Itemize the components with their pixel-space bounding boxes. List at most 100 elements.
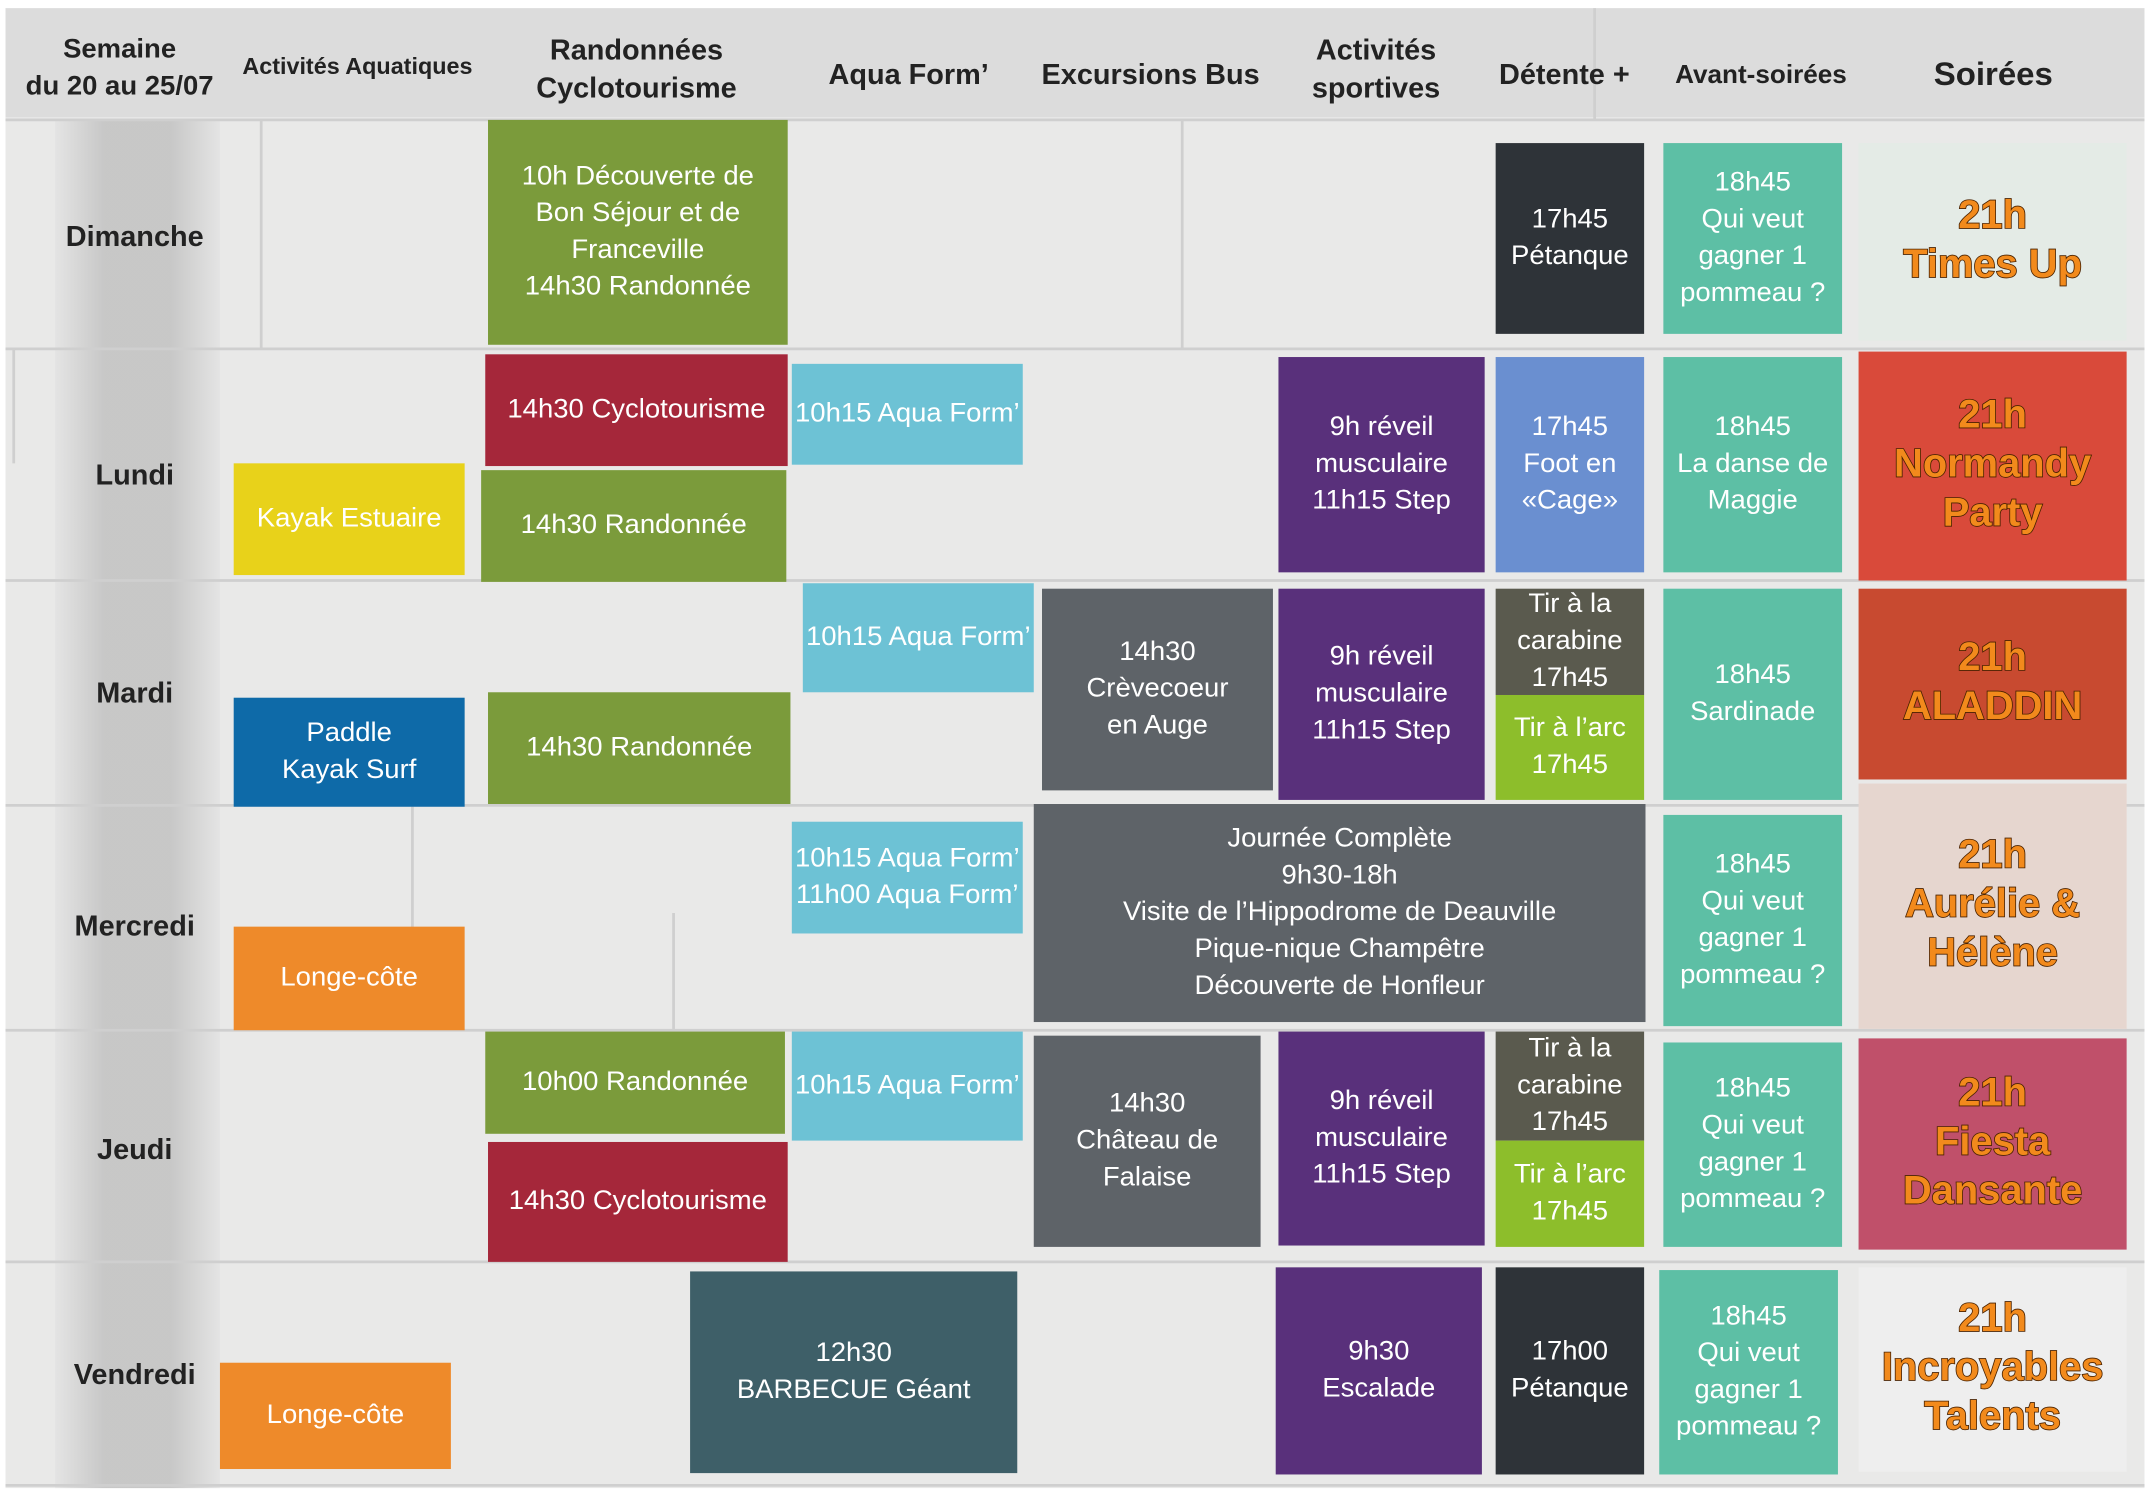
day-label: Jeudi bbox=[97, 1134, 172, 1166]
activity-block bbox=[791, 363, 1023, 465]
activity-block bbox=[1495, 1031, 1645, 1141]
activity-text: Visite de l’Hippodrome de Deauville bbox=[1123, 895, 1556, 926]
activity-text: en Auge bbox=[1107, 709, 1208, 740]
evening-text: 21h bbox=[1958, 1071, 2027, 1115]
evening-text: Normandy bbox=[1894, 442, 2091, 486]
activity-text: Falaise bbox=[1103, 1160, 1192, 1191]
activity-text: Franceville bbox=[571, 233, 704, 264]
activity-block bbox=[1663, 357, 1843, 573]
activity-text: 12h30 bbox=[815, 1336, 891, 1367]
activity-block bbox=[1278, 357, 1485, 573]
column-header: sportives bbox=[1312, 73, 1440, 105]
activity-block bbox=[233, 463, 465, 576]
evening-text: 21h bbox=[1958, 1296, 2027, 1340]
activity-text: Qui veut bbox=[1702, 884, 1805, 915]
day-label: Lundi bbox=[95, 460, 174, 492]
activity-text: Bon Séjour et de bbox=[535, 196, 740, 227]
activity-block bbox=[1659, 1270, 1838, 1475]
activity-text: Pétanque bbox=[1511, 239, 1629, 270]
activity-text: Qui veut bbox=[1702, 202, 1805, 233]
activity-block bbox=[791, 1031, 1023, 1141]
activity-block bbox=[233, 926, 465, 1031]
activity-text: pommeau ? bbox=[1676, 1410, 1821, 1441]
activity-text: musculaire bbox=[1315, 1121, 1448, 1152]
activity-text: 9h réveil bbox=[1330, 1084, 1434, 1115]
activity-text: 14h30 Randonnée bbox=[521, 508, 747, 539]
evening-card bbox=[1858, 351, 2127, 581]
week-label: Semaine bbox=[63, 33, 176, 64]
activity-text: 14h30 Cyclotourisme bbox=[509, 1184, 767, 1215]
activity-text: Château de bbox=[1076, 1124, 1218, 1155]
evening-text: Dansante bbox=[1903, 1169, 2082, 1213]
activity-text: Foot en bbox=[1523, 447, 1616, 478]
day-label: Vendredi bbox=[74, 1359, 196, 1391]
activity-text: 18h45 bbox=[1715, 166, 1791, 197]
activity-block bbox=[1495, 143, 1645, 334]
header-band bbox=[5, 8, 2145, 118]
activity-text: 18h45 bbox=[1715, 848, 1791, 879]
activity-text: Kayak Surf bbox=[282, 753, 417, 784]
day-label: Dimanche bbox=[66, 221, 204, 253]
activity-block bbox=[791, 821, 1023, 934]
activity-block bbox=[488, 692, 791, 805]
evening-card bbox=[1858, 1038, 2127, 1250]
column-header: Avant-soirées bbox=[1675, 59, 1847, 89]
activity-text: Pétanque bbox=[1511, 1372, 1629, 1403]
column-header: Activités bbox=[1316, 34, 1436, 66]
activity-text: Longe-côte bbox=[267, 1398, 405, 1429]
week-label: du 20 au 25/07 bbox=[26, 70, 214, 101]
activity-text: Qui veut bbox=[1697, 1336, 1800, 1367]
activity-text: 11h15 Step bbox=[1312, 1158, 1451, 1189]
activity-text: 14h30 Randonnée bbox=[526, 730, 752, 761]
activity-text: Sardinade bbox=[1690, 695, 1815, 726]
activity-text: Maggie bbox=[1708, 484, 1798, 515]
activity-block bbox=[1033, 1035, 1261, 1247]
evening-card bbox=[1858, 588, 2127, 780]
column-header: Soirées bbox=[1934, 55, 2053, 92]
activity-block bbox=[488, 1141, 788, 1262]
evening-text: Party bbox=[1943, 491, 2043, 535]
activity-text: Escalade bbox=[1322, 1372, 1435, 1403]
activity-text: 17h45 bbox=[1532, 410, 1608, 441]
activity-block bbox=[219, 1362, 451, 1470]
activity-text: 18h45 bbox=[1715, 410, 1791, 441]
activity-text: 9h30 bbox=[1348, 1335, 1409, 1366]
activity-text: BARBECUE Géant bbox=[737, 1373, 971, 1404]
activity-text: Tir à la bbox=[1528, 587, 1612, 618]
activity-text: 17h00 bbox=[1532, 1335, 1608, 1366]
activity-text: gagner 1 bbox=[1694, 1373, 1802, 1404]
activity-text: 14h30 Randonnée bbox=[525, 270, 751, 301]
activity-block bbox=[1495, 1140, 1645, 1247]
activity-text: 17h45 bbox=[1532, 1194, 1608, 1225]
activity-text: 11h00 Aqua Form’ bbox=[796, 878, 1019, 909]
activity-text: Tir à l’arc bbox=[1514, 1158, 1626, 1189]
evening-text: 21h bbox=[1958, 833, 2027, 877]
activity-text: 10h00 Randonnée bbox=[522, 1065, 748, 1096]
column-header: Excursions Bus bbox=[1042, 59, 1260, 91]
activity-text: carabine bbox=[1517, 1068, 1622, 1099]
activity-block bbox=[1042, 588, 1273, 791]
day-label: Mercredi bbox=[75, 911, 195, 943]
activity-text: 18h45 bbox=[1710, 1299, 1786, 1330]
evening-card bbox=[1858, 1267, 2127, 1472]
activity-block bbox=[1495, 1267, 1645, 1475]
activity-text: pommeau ? bbox=[1680, 958, 1825, 989]
activity-text: Kayak Estuaire bbox=[257, 502, 442, 533]
evening-text: 21h bbox=[1958, 635, 2027, 679]
activity-block bbox=[1275, 1267, 1482, 1475]
evening-text: Incroyables bbox=[1882, 1345, 2104, 1389]
activity-text: gagner 1 bbox=[1698, 1145, 1806, 1176]
activity-text: carabine bbox=[1517, 624, 1622, 655]
activity-text: Qui veut bbox=[1702, 1109, 1805, 1140]
activity-text: 9h réveil bbox=[1330, 410, 1434, 441]
activity-text: 11h15 Step bbox=[1312, 484, 1451, 515]
activity-text: Journée Complète bbox=[1227, 822, 1452, 853]
activity-block bbox=[1663, 588, 1843, 800]
activity-text: 17h45 bbox=[1532, 1105, 1608, 1136]
activity-text: musculaire bbox=[1315, 677, 1448, 708]
activity-text: 18h45 bbox=[1715, 658, 1791, 689]
column-header: Aqua Form’ bbox=[828, 59, 988, 91]
evening-text: 21h bbox=[1958, 193, 2027, 237]
activity-text: 17h45 bbox=[1532, 202, 1608, 233]
